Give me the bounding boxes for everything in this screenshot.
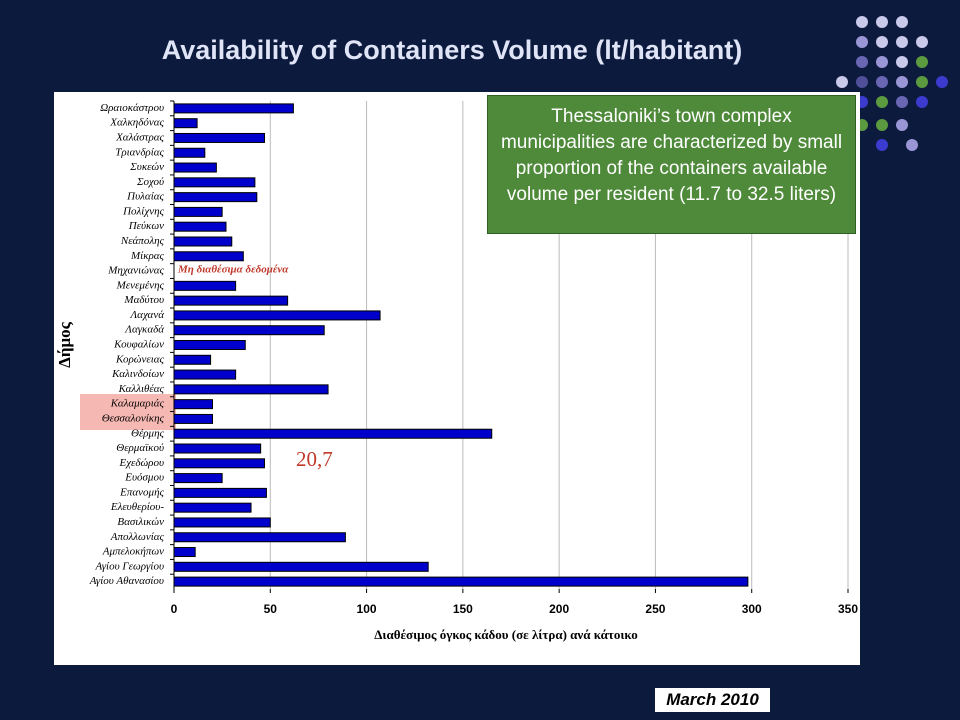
y-tick-label: Μενεμένης — [116, 279, 165, 291]
bar — [173, 295, 289, 306]
footer: March 2010 — [655, 688, 770, 712]
bar — [173, 458, 266, 469]
y-tick-label: Καλινδοίων — [111, 368, 164, 380]
y-tick-label: Μηχανιώνας — [107, 265, 164, 277]
y-tick-label: Καλλιθέας — [118, 383, 165, 395]
x-tick-label: 250 — [645, 602, 665, 616]
y-tick-label: Βασιλικών — [117, 516, 164, 528]
callout: Thessaloniki’s town complex municipaliti… — [487, 95, 856, 234]
y-tick-label: Σοχού — [136, 176, 164, 188]
bar — [173, 399, 214, 410]
bar — [173, 428, 493, 439]
bar — [173, 502, 252, 513]
bar — [173, 547, 196, 558]
y-tick-label: Εχεδώρου — [118, 457, 164, 469]
bar — [173, 103, 294, 114]
y-tick-label: Ευόσμου — [124, 472, 164, 484]
y-tick-label: Αγίου Γεωργίου — [95, 560, 165, 572]
bar — [173, 310, 381, 321]
y-tick-label: Αγίου Αθανασίου — [89, 575, 164, 587]
x-tick-label: 0 — [171, 602, 178, 616]
x-tick-label: 50 — [264, 602, 278, 616]
y-tick-label: Πεύκων — [128, 220, 164, 232]
bar — [173, 443, 262, 454]
bar — [173, 354, 212, 365]
y-tick-label: Θερμαϊκού — [116, 442, 164, 454]
y-tick-label: Μαδύτου — [123, 294, 164, 306]
bar — [173, 340, 246, 350]
y-tick-label: Μίκρας — [130, 250, 165, 262]
bar — [173, 413, 214, 424]
bar — [173, 369, 237, 380]
y-tick-label: Χαλκηδόνας — [109, 117, 164, 129]
bar — [173, 384, 329, 395]
highlight-box — [80, 394, 176, 430]
bar — [173, 192, 258, 203]
y-tick-label: Επανομής — [119, 486, 164, 498]
bar — [173, 280, 237, 291]
x-tick-label: 350 — [838, 602, 858, 616]
y-tick-label: Καλαμαριάς — [110, 398, 165, 410]
bar — [173, 206, 223, 217]
bar — [173, 132, 266, 143]
bar — [173, 162, 217, 173]
y-tick-label: Πολίχνης — [122, 205, 164, 217]
x-tick-label: 100 — [357, 602, 377, 616]
bar — [173, 576, 749, 587]
y-tick-label: Πυλαίας — [126, 191, 164, 203]
y-tick-label: Κορώνειας — [115, 353, 165, 365]
y-tick-label: Ελευθερίου- — [110, 501, 164, 513]
x-tick-label: 300 — [742, 602, 762, 616]
x-axis-label: Διαθέσιμος όγκος κάδου (σε λίτρα) ανά κά… — [374, 627, 637, 642]
bar — [173, 473, 223, 484]
bar — [173, 147, 206, 158]
bar — [173, 532, 346, 543]
y-tick-label: Κουφαλίων — [113, 339, 164, 351]
y-tick-label: Ωραιοκάστρου — [100, 102, 164, 114]
x-tick-label: 200 — [549, 602, 569, 616]
chart-title: Availability of Containers Volume (lt/ha… — [162, 35, 743, 65]
y-tick-label: Λαχανά — [130, 309, 165, 321]
bar — [173, 517, 271, 528]
no-data-annotation: Μη διαθέσιμα δεδομένα — [177, 264, 289, 276]
bar — [173, 118, 198, 129]
y-tick-label: Θεσσαλονίκης — [102, 412, 165, 424]
value-annotation: 20,7 — [296, 447, 333, 471]
bar — [173, 487, 267, 498]
bar — [173, 236, 233, 247]
y-tick-label: Απολλωνίας — [110, 531, 165, 543]
bar — [173, 251, 244, 262]
y-tick-label: Τριανδρίας — [115, 146, 164, 158]
y-tick-label: Χαλάστρας — [115, 132, 164, 144]
x-tick-label: 150 — [453, 602, 473, 616]
decoration-dots — [836, 16, 948, 151]
bar — [173, 221, 227, 232]
y-tick-label: Νεάπολης — [120, 235, 165, 247]
y-axis-label: Δήμος — [55, 321, 74, 367]
y-tick-label: Αμπελοκήπων — [102, 546, 164, 558]
y-tick-label: Θέρμης — [131, 427, 165, 439]
bar — [173, 325, 325, 336]
bar — [173, 177, 256, 188]
y-tick-label: Λαγκαδά — [124, 324, 164, 336]
y-tick-label: Συκεών — [129, 161, 164, 173]
bar — [173, 561, 429, 572]
